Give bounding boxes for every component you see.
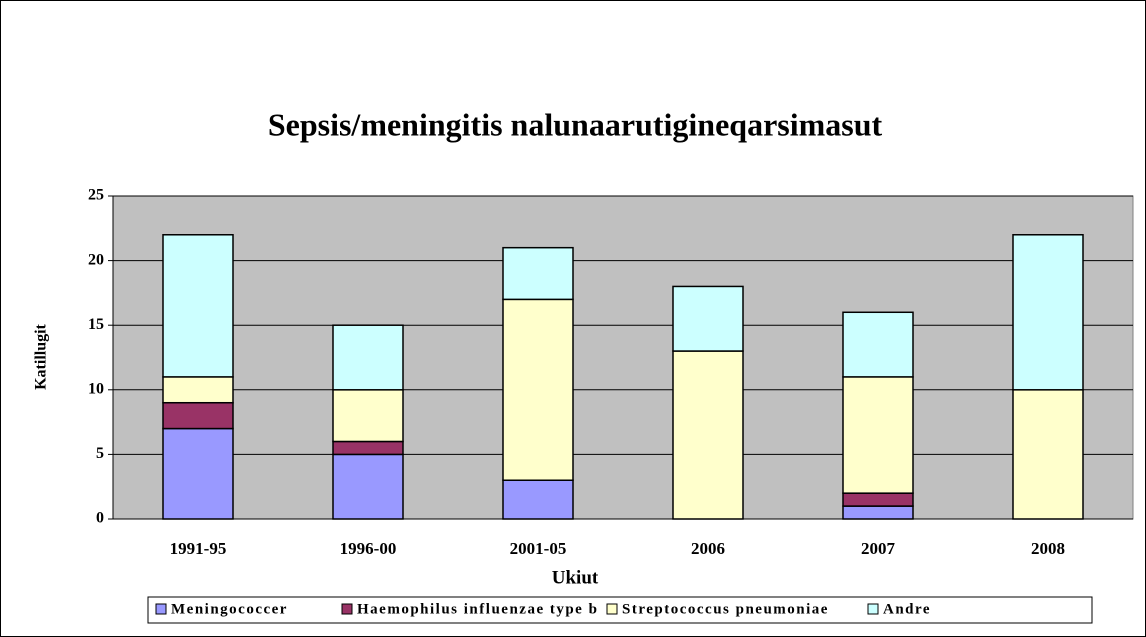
legend-swatch xyxy=(867,603,879,615)
bar-segment xyxy=(1012,389,1084,520)
legend-swatch xyxy=(606,603,618,615)
bar-segment xyxy=(162,234,234,378)
legend-swatch xyxy=(155,603,167,615)
bar-segment xyxy=(842,311,914,378)
legend-box xyxy=(147,596,1093,624)
x-tick-label: 2008 xyxy=(1031,539,1065,558)
legend-label: Andre xyxy=(883,601,931,617)
bar-segment xyxy=(502,479,574,520)
y-tick-label: 25 xyxy=(88,187,104,204)
bar-segment xyxy=(332,440,404,456)
bar-segment xyxy=(842,492,914,507)
chart-title: Sepsis/meningitis nalunaarutigineqarsima… xyxy=(268,106,883,142)
bar-segment xyxy=(502,298,574,481)
legend-label: Streptococcus pneumoniae xyxy=(622,601,829,617)
legend-label: Meningococcer xyxy=(171,601,288,617)
bar-segment xyxy=(332,453,404,520)
x-tick-label: 2001-05 xyxy=(510,539,567,558)
x-tick-label: 2007 xyxy=(861,539,896,558)
y-tick-label: 0 xyxy=(96,510,104,527)
y-tick-label: 5 xyxy=(96,445,104,462)
bar-segment xyxy=(162,376,234,404)
x-axis-label: Ukiut xyxy=(552,567,599,588)
bar-segment xyxy=(162,401,234,430)
bar-segment xyxy=(672,350,744,520)
x-tick-label: 1996-00 xyxy=(340,539,397,558)
bar-segment xyxy=(502,246,574,301)
y-tick-label: 10 xyxy=(88,380,104,397)
bar-segment xyxy=(1012,234,1084,391)
bar-segment xyxy=(332,389,404,443)
y-tick-label: 20 xyxy=(88,251,104,268)
legend-swatch xyxy=(341,603,353,615)
legend-label: Haemophilus influenzae type b xyxy=(357,601,598,617)
bar-segment xyxy=(842,505,914,520)
bar-segment xyxy=(332,324,404,391)
bar-segment xyxy=(842,376,914,494)
x-tick-label: 2006 xyxy=(691,539,725,558)
plot-area xyxy=(112,195,1134,520)
x-tick-label: 1991-95 xyxy=(170,539,227,558)
bar-segment xyxy=(672,285,744,352)
y-tick-label: 15 xyxy=(88,316,104,333)
y-axis-label: Katillugit xyxy=(33,323,50,389)
bar-segment xyxy=(162,427,234,520)
